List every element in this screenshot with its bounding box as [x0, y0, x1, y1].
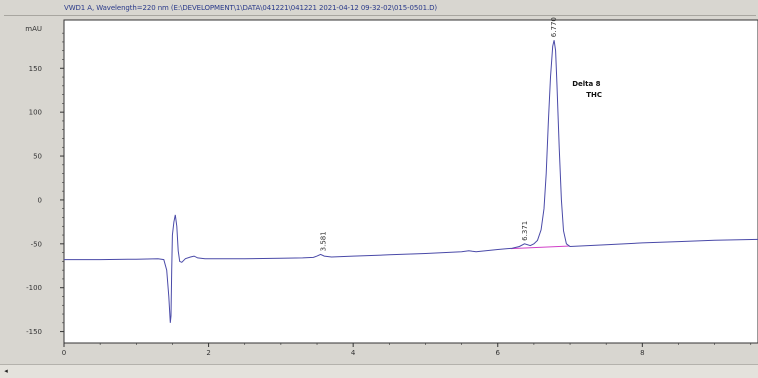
peak-annotation-label: THC: [586, 91, 602, 99]
y-axis-unit: mAU: [25, 25, 42, 33]
y-tick-label: -150: [26, 328, 42, 336]
y-tick-label: 50: [33, 153, 42, 161]
y-tick-label: 100: [29, 109, 42, 117]
peak-retention-label: 6.371: [521, 221, 529, 241]
y-axis: -150 -100 -50 0 50 100 150: [26, 32, 64, 336]
x-axis: 0 2 4 6 8: [62, 343, 752, 357]
scroll-left-icon[interactable]: ◂: [4, 367, 8, 375]
status-bar: ◂: [0, 364, 758, 378]
peak-annotation-label: Delta 8: [572, 80, 600, 88]
signal-trace: [64, 40, 758, 323]
signal-title: VWD1 A, Wavelength=220 nm (E:\DEVELOPMEN…: [64, 4, 437, 12]
peak-retention-label: 6.770: [550, 17, 558, 37]
integration-baseline: [510, 245, 571, 250]
integration-baselines: [510, 245, 571, 250]
y-tick-label: -50: [31, 240, 42, 248]
y-tick-label: 150: [29, 65, 42, 73]
plot-area: [63, 19, 758, 344]
y-tick-label: 0: [38, 196, 42, 204]
peak-labels: 3.581 6.371 6.770: [319, 17, 558, 251]
y-tick-label: -100: [26, 284, 42, 292]
annotations: Delta 8 THC: [572, 80, 602, 99]
x-tick-label: 8: [640, 349, 644, 357]
title-divider: [4, 15, 756, 16]
x-tick-label: 0: [62, 349, 66, 357]
peak-retention-label: 3.581: [319, 231, 327, 251]
x-tick-label: 4: [351, 349, 356, 357]
x-tick-label: 2: [206, 349, 210, 357]
x-tick-label: 6: [496, 349, 501, 357]
